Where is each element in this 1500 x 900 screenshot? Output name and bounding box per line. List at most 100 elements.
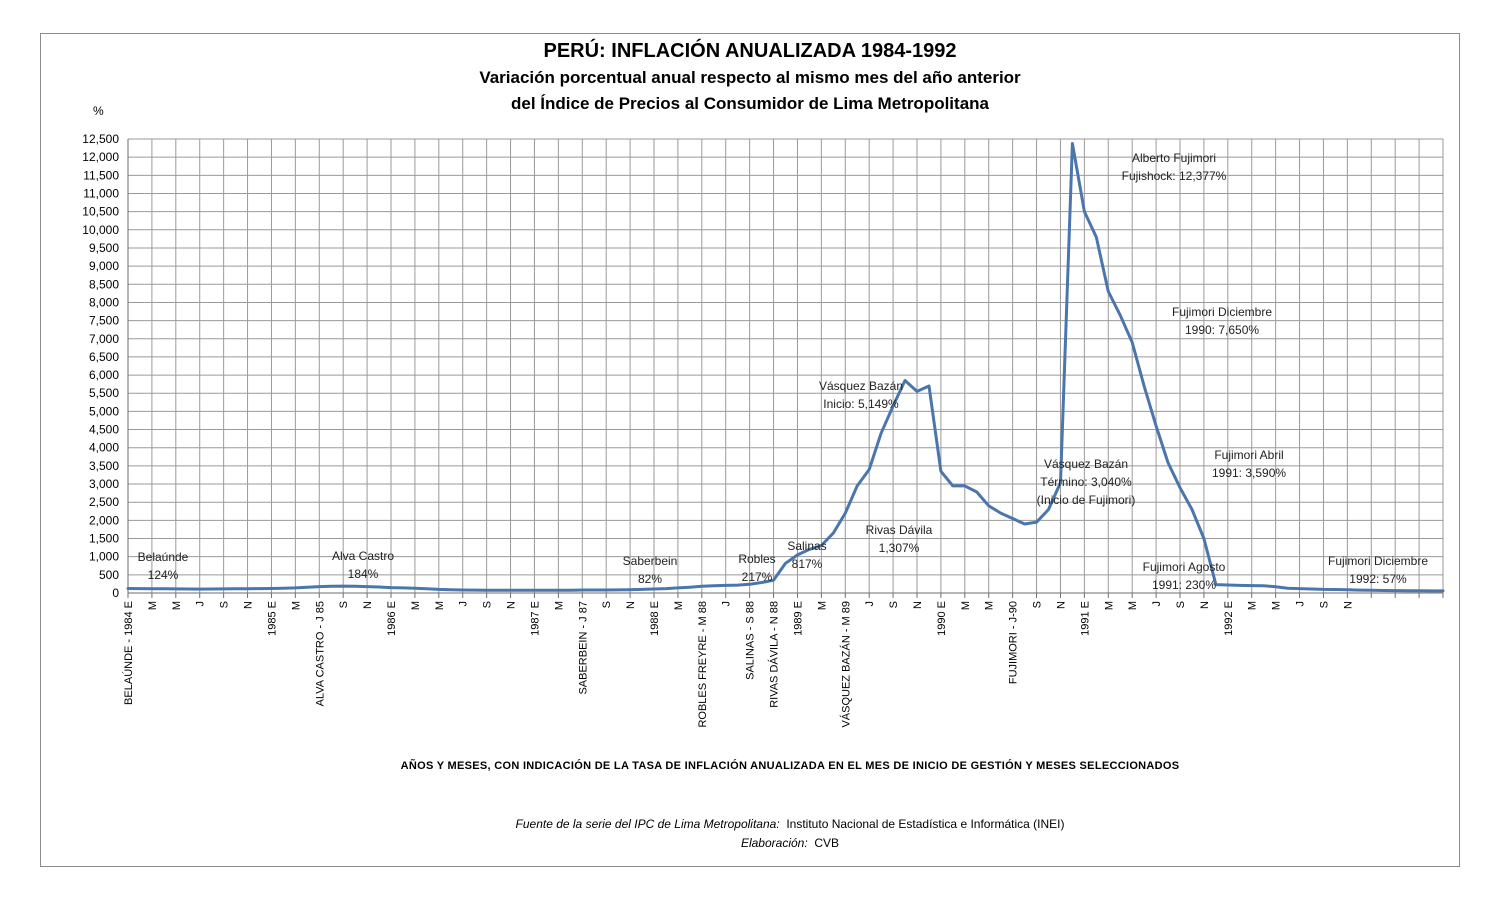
x-tick-label: 1992 E	[1223, 601, 1235, 636]
annotation-label: Fujimori Abril	[1214, 448, 1283, 462]
x-tick-label: M	[1271, 601, 1283, 610]
y-tick-label: 11,000	[83, 186, 119, 200]
x-tick-label: S	[1032, 601, 1044, 608]
x-tick-label: J	[1295, 601, 1307, 607]
x-axis-ticks: BELAÚNDE - 1984 E M M J S N 1985 E M ALVA CASTRO…	[122, 601, 1354, 728]
x-axis-title: AÑOS Y MESES, CON INDICACIÓN DE LA TASA …	[400, 760, 1180, 772]
annotation-label: 82%	[638, 572, 662, 586]
x-tick-label: 1987 E	[529, 601, 541, 636]
annotation-label: 1992: 57%	[1349, 572, 1407, 586]
x-tick-label: SABERBEIN - J 87	[577, 601, 589, 695]
x-tick-label: N	[1342, 601, 1354, 609]
x-tick-label: RIVAS DÁVILA - N 88	[768, 601, 781, 708]
y-tick-label: 10,000	[82, 223, 119, 237]
annotation-label: Fujishock: 12,377%	[1122, 169, 1227, 183]
y-axis-ticks: 0 500 1,000 1,500 2,000 2,500 3,000 3,500 4,000 4…	[82, 132, 119, 600]
y-tick-label: 7,500	[89, 314, 119, 328]
y-tick-label: 0	[112, 586, 119, 600]
grid-lines	[127, 138, 1444, 598]
x-tick-label: M	[290, 601, 302, 610]
x-tick-label: J	[721, 601, 733, 607]
x-tick-label: S	[888, 601, 900, 608]
x-tick-label: M	[171, 601, 183, 610]
x-tick-label: VÁSQUEZ BAZÁN - M 89	[839, 601, 852, 728]
x-tick-label: M	[147, 601, 159, 610]
annotation-label: Fujimori Diciembre	[1328, 554, 1428, 568]
y-tick-label: 12,000	[82, 150, 119, 164]
x-tick-label: 1991 E	[1079, 601, 1091, 636]
x-tick-label: M	[1247, 601, 1259, 610]
x-tick-label: S	[601, 601, 613, 608]
x-tick-label: N	[243, 601, 255, 609]
annotation-label: 124%	[148, 568, 179, 582]
x-tick-label: M	[553, 601, 565, 610]
x-tick-label: 1989 E	[792, 601, 804, 636]
annotation-label: Inicio: 5,149%	[823, 397, 899, 411]
x-tick-label: N	[362, 601, 374, 609]
x-tick-label: J	[195, 601, 207, 607]
x-tick-label: M	[816, 601, 828, 610]
y-tick-label: 8,000	[89, 295, 119, 309]
source-note: Fuente de la serie del IPC de Lima Metro…	[0, 817, 1500, 831]
y-tick-label: 3,500	[89, 459, 119, 473]
chart-subtitle-2: del Índice de Precios al Consumidor de L…	[511, 94, 989, 113]
x-tick-label: BELAÚNDE - 1984 E	[122, 601, 135, 705]
annotation-label: Alva Castro	[332, 549, 394, 563]
annotation-label: Saberbein	[623, 554, 678, 568]
x-tick-label: M	[960, 601, 972, 610]
annotation-label: 1991: 230%	[1152, 578, 1216, 592]
annotation-label: Vásquez Bazán	[819, 379, 903, 393]
annotation-label: 1991: 3,590%	[1212, 466, 1286, 480]
y-tick-label: 6,500	[89, 350, 119, 364]
elaboration-value: CVB	[814, 836, 840, 850]
annotation-label: 1,307%	[879, 541, 920, 555]
x-tick-label: N	[912, 601, 924, 609]
x-tick-label: S	[1318, 601, 1330, 608]
x-tick-label: N	[625, 601, 637, 609]
y-tick-label: 500	[99, 568, 119, 582]
annotation-label: Fujimori Agosto	[1143, 560, 1226, 574]
x-tick-label: FUJIMORI - J-90	[1008, 601, 1020, 684]
x-tick-label: N	[1199, 601, 1211, 609]
x-tick-label: M	[1127, 601, 1139, 610]
x-tick-label: J	[1151, 601, 1163, 607]
x-tick-label: M	[1103, 601, 1115, 610]
y-tick-label: 2,000	[89, 513, 119, 527]
y-tick-label: 7,000	[89, 332, 119, 346]
chart-subtitle-1: Variación porcentual anual respecto al m…	[479, 68, 1021, 87]
source-label: Fuente de la serie del IPC de Lima Metro…	[515, 817, 780, 831]
annotation-label: Salinas	[787, 539, 826, 553]
x-tick-label: S	[1175, 601, 1187, 608]
y-tick-label: 11,500	[83, 168, 119, 182]
x-tick-label: N	[1055, 601, 1067, 609]
x-tick-label: J	[864, 601, 876, 607]
x-tick-label: 1986 E	[386, 601, 398, 636]
y-tick-label: 2,500	[89, 495, 119, 509]
annotation-label: (Inicio de Fujimori)	[1037, 493, 1136, 507]
y-tick-label: 10,500	[82, 205, 119, 219]
x-tick-label: M	[984, 601, 996, 610]
y-tick-label: 5,500	[89, 386, 119, 400]
x-tick-label: M	[673, 601, 685, 610]
annotation-label: Robles	[738, 552, 775, 566]
x-tick-label: J	[458, 601, 470, 607]
y-tick-label: 4,500	[89, 423, 119, 437]
y-tick-label: 12,500	[82, 132, 119, 146]
annotation-label: 217%	[742, 570, 773, 584]
annotation-label: Término: 3,040%	[1040, 475, 1132, 489]
annotation-label: Fujimori Diciembre	[1172, 305, 1272, 319]
annotation-label: Vásquez Bazán	[1044, 457, 1128, 471]
x-tick-label: ROBLES FREYRE - M 88	[697, 601, 709, 728]
annotations: Belaúnde 124% Alva Castro 184% Saberbein 82% R…	[138, 151, 1429, 592]
y-tick-label: 1,500	[89, 532, 119, 546]
y-axis-unit-label: %	[93, 104, 104, 118]
series-lines	[126, 142, 1445, 593]
annotation-label: 817%	[792, 557, 823, 571]
y-tick-label: 4,000	[89, 441, 119, 455]
elaboration-label: Elaboración:	[740, 836, 808, 850]
annotation-label: Alberto Fujimori	[1132, 151, 1216, 165]
x-tick-label: 1985 E	[266, 601, 278, 636]
x-tick-label: ALVA CASTRO - J 85	[314, 601, 326, 706]
y-tick-label: 8,500	[89, 277, 119, 291]
